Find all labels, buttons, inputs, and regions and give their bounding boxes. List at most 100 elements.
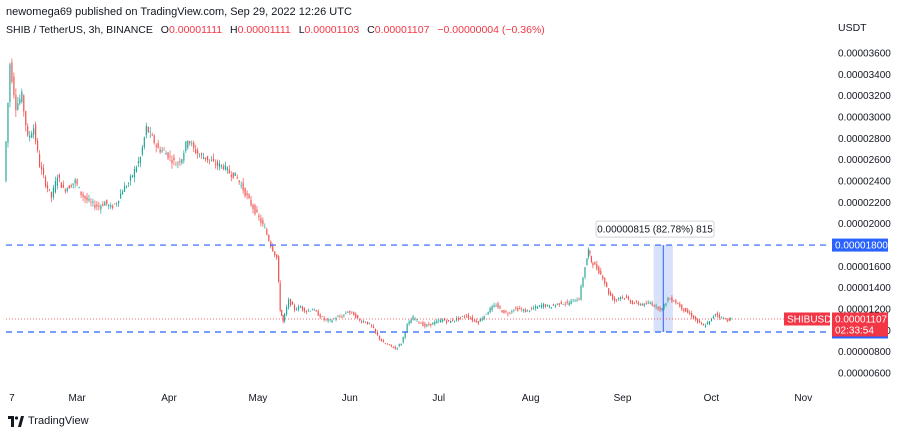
candle-body [485,313,487,315]
candle-body [319,314,321,318]
candle-281 [558,303,560,308]
y-tick-label: 0.00000800 [838,347,891,358]
candle-138 [278,254,280,284]
candle-4 [13,72,15,99]
candle-body [72,183,74,185]
candle-body [667,298,669,301]
publisher-line: newomega69 published on TradingView.com,… [6,6,352,18]
candle-26 [56,174,58,190]
candle-348 [689,310,691,316]
candle-219 [436,319,438,324]
candle-body [149,131,151,133]
candle-body [558,303,560,305]
candle-body [606,282,608,287]
footer-brand[interactable]: TradingView [8,415,89,427]
candle-body [610,292,612,296]
candle-body [643,303,645,306]
candle-body [112,205,114,208]
candle-77 [157,140,159,149]
candle-357 [706,320,709,325]
candle-297 [589,249,591,257]
candle-93 [189,140,191,146]
candle-body [457,317,460,320]
candle-body [50,191,53,198]
candle-body [120,193,122,199]
candle-215 [428,321,430,327]
close-label: C [367,24,375,36]
candle-body [378,335,381,339]
candle-339 [671,295,673,303]
low-label: L [298,24,305,36]
time-axis[interactable]: 7 Mar Apr May Jun Jul Aug Sep Oct Nov [9,393,812,404]
candle-body [542,303,545,308]
candle-body [123,186,126,192]
candle-body [554,305,556,307]
candle-300 [594,261,596,265]
candle-201 [400,343,402,346]
candle-40 [84,195,86,203]
candle-body [655,305,657,307]
candle-46 [96,200,98,211]
candle-307 [608,288,610,296]
candle-body [195,149,197,153]
candle-body [586,258,588,266]
candle-body [697,318,699,323]
candle-341 [675,298,677,305]
candle-245 [487,311,489,315]
candle-body [675,300,677,304]
candle-body [621,296,624,298]
candle-129 [260,214,262,227]
candle-body [23,95,25,112]
candle-364 [720,316,722,319]
candle-328 [649,300,651,305]
horizontal-levels[interactable] [6,244,830,333]
candle-body [529,310,531,312]
candle-351 [695,315,697,322]
candle-141 [282,314,284,324]
candle-body [129,176,132,181]
candle-228 [453,320,456,323]
candle-18 [40,161,43,175]
candle-73 [149,127,151,138]
candle-80 [163,147,165,151]
y-tick-label: 0.00002800 [838,134,891,145]
candle-body [704,325,707,328]
candle-body [125,186,128,188]
range-measure[interactable]: 0.00000815 (82.78%) 815 [595,220,715,332]
candle-body [521,309,523,310]
candle-27 [58,173,60,183]
candle-body [135,167,138,172]
candle-body [720,316,722,318]
candle-body [301,306,304,310]
candle-body [426,324,428,327]
candle-body [98,205,100,207]
candle-322 [637,300,639,306]
candle-body [355,313,357,318]
candle-196 [390,344,392,348]
candle-298 [590,255,592,264]
candle-body [305,310,307,312]
candles-layer [5,58,732,351]
candle-body [143,137,145,148]
candle-body [631,300,633,304]
candle-178 [355,312,357,319]
candle-38 [80,191,82,199]
candle-259 [515,306,517,311]
candle-334 [661,308,663,312]
candle-body [42,168,45,175]
candle-240 [477,320,479,326]
candle-253 [503,309,505,314]
y-tick-label: 0.00002600 [838,155,891,166]
candle-0 [5,140,7,183]
candle-99 [201,152,203,159]
candle-body [380,338,383,342]
candle-122 [246,190,248,200]
candle-333 [659,306,661,312]
candle-body [428,324,430,325]
candle-body [285,306,288,315]
candle-body [203,157,205,159]
candle-45 [94,200,96,211]
candle-165 [329,319,331,322]
candle-104 [210,156,213,162]
